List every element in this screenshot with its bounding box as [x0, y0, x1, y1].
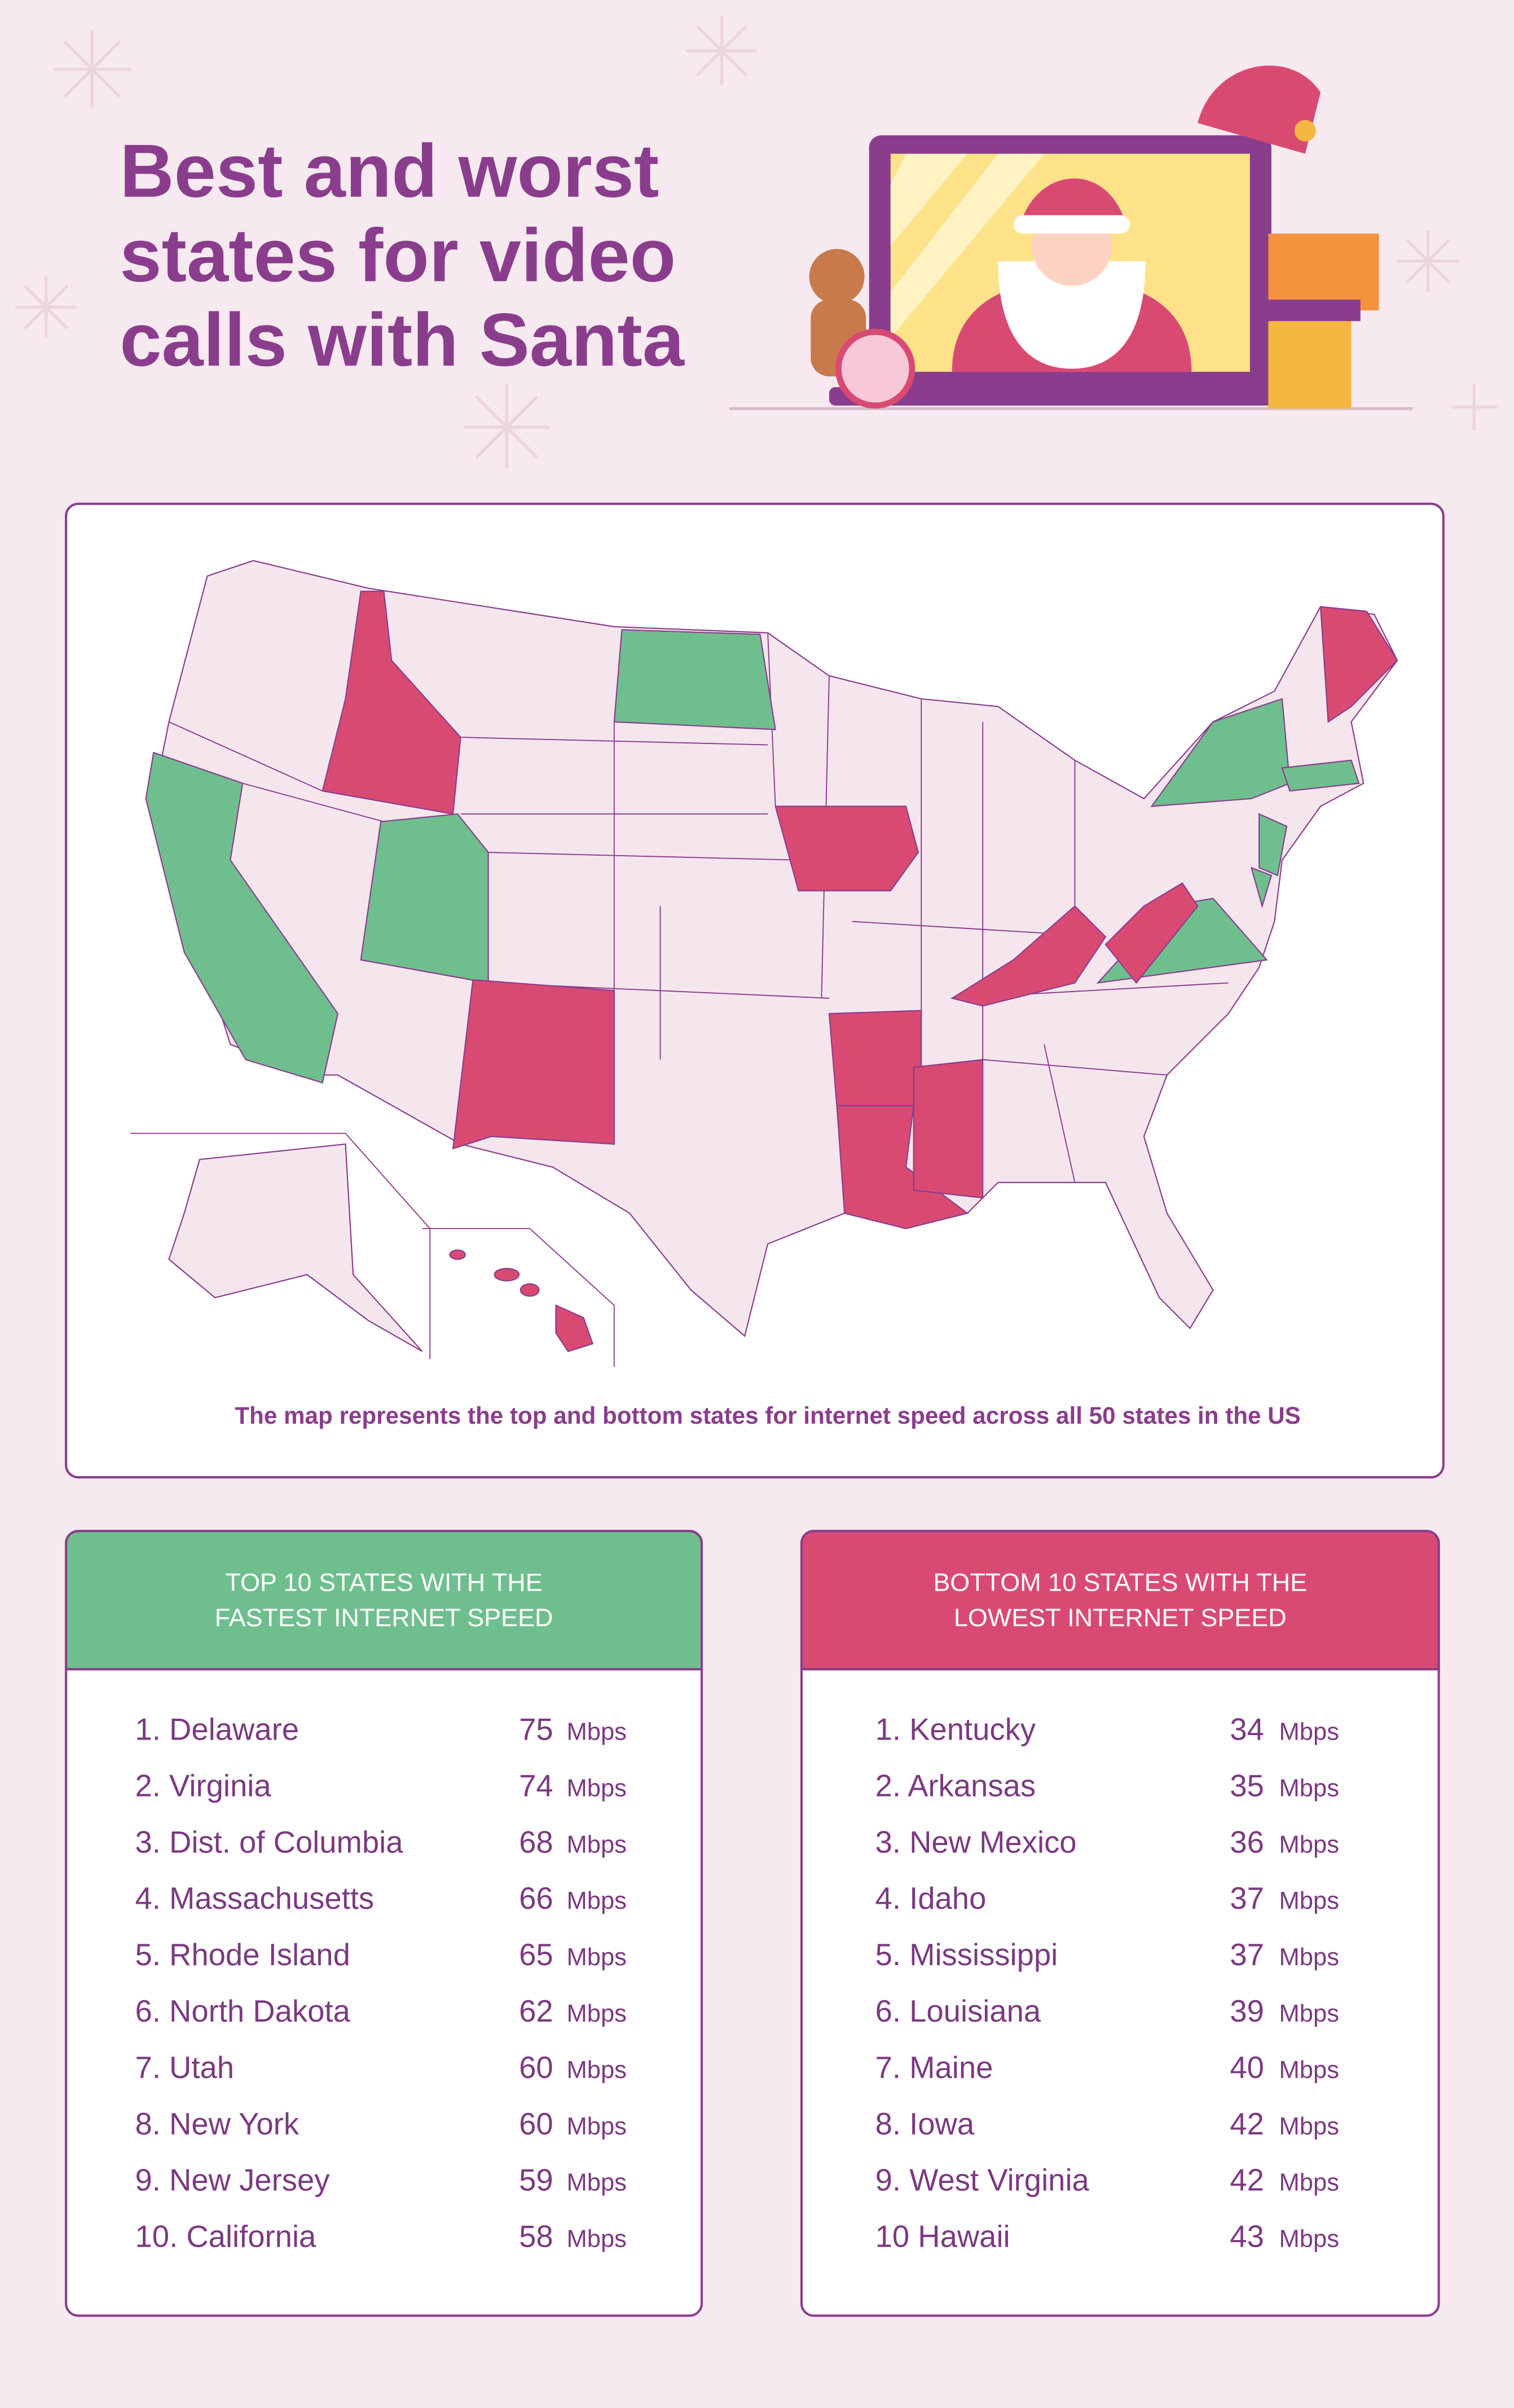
state-west-virginia	[1104, 882, 1199, 984]
state-label: 7. Utah	[135, 2050, 235, 2085]
state-label: 10. California	[135, 2220, 316, 2254]
state-delaware	[1250, 866, 1273, 909]
map-caption: The map represents the top and bottom st…	[235, 1402, 1301, 1429]
state-label: 9. New Jersey	[135, 2163, 331, 2198]
speed-value: 39	[1230, 1994, 1264, 2028]
state-maine	[1319, 606, 1398, 723]
snowflakes	[15, 15, 1498, 469]
state-label: 8. New York	[135, 2107, 300, 2141]
state-iowa	[774, 805, 919, 892]
speed-value: 42	[1230, 2163, 1264, 2198]
state-idaho	[322, 591, 461, 815]
state-label: 4. Massachusetts	[135, 1881, 375, 1916]
speed-value: 35	[1230, 1768, 1264, 1803]
speed-value: 40	[1230, 2050, 1264, 2085]
title-line: states for video	[120, 214, 676, 298]
state-label: 9. West Virginia	[875, 2163, 1090, 2198]
speed-value: 65	[519, 1938, 553, 1972]
speed-unit: Mbps	[1279, 1887, 1340, 1914]
state-utah	[360, 813, 489, 984]
state-label: 2. Virginia	[135, 1768, 272, 1803]
speed-unit: Mbps	[566, 2169, 627, 2196]
table-title: TOP 10 STATES WITH THE	[225, 1568, 542, 1596]
speed-value: 36	[1230, 1825, 1264, 1859]
state-label: 1. Delaware	[135, 1713, 299, 1747]
table-title: BOTTOM 10 STATES WITH THE	[933, 1568, 1307, 1596]
state-label: 10 Hawaii	[875, 2220, 1010, 2254]
table-header-bg	[800, 1530, 1440, 1671]
state-label: 6. North Dakota	[135, 1994, 351, 2028]
state-new-york	[1150, 698, 1291, 807]
state-label: 3. New Mexico	[875, 1825, 1077, 1859]
speed-value: 37	[1230, 1881, 1264, 1916]
state-label: 3. Dist. of Columbia	[135, 1825, 404, 1859]
speed-unit: Mbps	[566, 1775, 627, 1802]
state-label: 8. Iowa	[875, 2107, 975, 2141]
speed-unit: Mbps	[566, 2057, 627, 2084]
state-label: 5. Rhode Island	[135, 1938, 350, 1972]
state-hawaii	[449, 1249, 594, 1353]
speed-value: 74	[519, 1768, 553, 1803]
speed-unit: Mbps	[1279, 2113, 1340, 2140]
state-label: 5. Mississippi	[875, 1938, 1058, 1972]
speed-value: 34	[1230, 1713, 1264, 1747]
speed-unit: Mbps	[566, 1719, 627, 1746]
speed-unit: Mbps	[566, 1831, 627, 1858]
state-label: 2. Arkansas	[875, 1768, 1036, 1803]
tables: TOP 10 STATES WITH THE FASTEST INTERNET S…	[65, 1530, 1440, 2317]
us-map	[130, 560, 1398, 1367]
speed-unit: Mbps	[566, 1944, 627, 1971]
speed-unit: Mbps	[1279, 1775, 1340, 1802]
speed-unit: Mbps	[1279, 1944, 1340, 1971]
state-massachusetts	[1281, 759, 1360, 792]
speed-value: 66	[519, 1881, 553, 1916]
state-north-dakota	[613, 629, 776, 730]
speed-unit: Mbps	[1279, 2057, 1340, 2084]
speed-value: 68	[519, 1825, 553, 1859]
speed-value: 60	[519, 2107, 553, 2141]
speed-unit: Mbps	[1279, 2169, 1340, 2196]
speed-unit: Mbps	[566, 2000, 627, 2027]
table: BOTTOM 10 STATES WITH THE LOWEST INTERNET…	[800, 1530, 1440, 2317]
title-line: Best and worst	[120, 129, 659, 213]
santa-illustration	[729, 65, 1413, 411]
table-title: LOWEST INTERNET SPEED	[954, 1603, 1287, 1632]
speed-unit: Mbps	[1279, 1719, 1340, 1746]
speed-value: 37	[1230, 1938, 1264, 1972]
state-alaska	[168, 1143, 423, 1352]
state-label: 6. Louisiana	[875, 1994, 1041, 2028]
speed-unit: Mbps	[566, 1887, 627, 1914]
speed-value: 43	[1230, 2220, 1264, 2254]
state-arkansas	[828, 1010, 922, 1107]
state-mississippi	[913, 1059, 984, 1199]
state-label: 7. Maine	[875, 2050, 993, 2085]
title-line: calls with Santa	[120, 298, 685, 382]
speed-unit: Mbps	[1279, 2226, 1340, 2253]
speed-value: 58	[519, 2220, 553, 2254]
table-title: FASTEST INTERNET SPEED	[215, 1603, 553, 1632]
table: TOP 10 STATES WITH THE FASTEST INTERNET S…	[65, 1530, 703, 2317]
state-label: 1. Kentucky	[875, 1713, 1036, 1747]
speed-unit: Mbps	[1279, 1831, 1340, 1858]
state-label: 4. Idaho	[875, 1881, 987, 1916]
state-new-mexico	[452, 979, 615, 1150]
speed-value: 62	[519, 1994, 553, 2028]
speed-value: 59	[519, 2163, 553, 2198]
speed-unit: Mbps	[566, 2113, 627, 2140]
speed-value: 75	[519, 1713, 553, 1747]
speed-unit: Mbps	[1279, 2000, 1340, 2027]
speed-value: 60	[519, 2050, 553, 2085]
state-california	[145, 751, 339, 1084]
state-new-jersey	[1258, 813, 1288, 877]
state-kentucky	[950, 905, 1107, 1007]
speed-value: 42	[1230, 2107, 1264, 2141]
table-header-bg	[65, 1530, 703, 1671]
speed-unit: Mbps	[566, 2226, 627, 2253]
